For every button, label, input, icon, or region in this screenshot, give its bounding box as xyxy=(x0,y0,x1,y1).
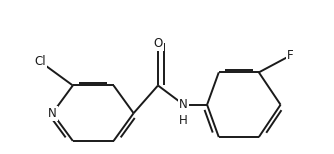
Text: Cl: Cl xyxy=(34,55,46,68)
Text: F: F xyxy=(287,49,294,62)
Text: H: H xyxy=(179,114,188,127)
Text: N: N xyxy=(179,98,188,111)
Text: N: N xyxy=(48,107,57,120)
Text: O: O xyxy=(153,37,163,50)
